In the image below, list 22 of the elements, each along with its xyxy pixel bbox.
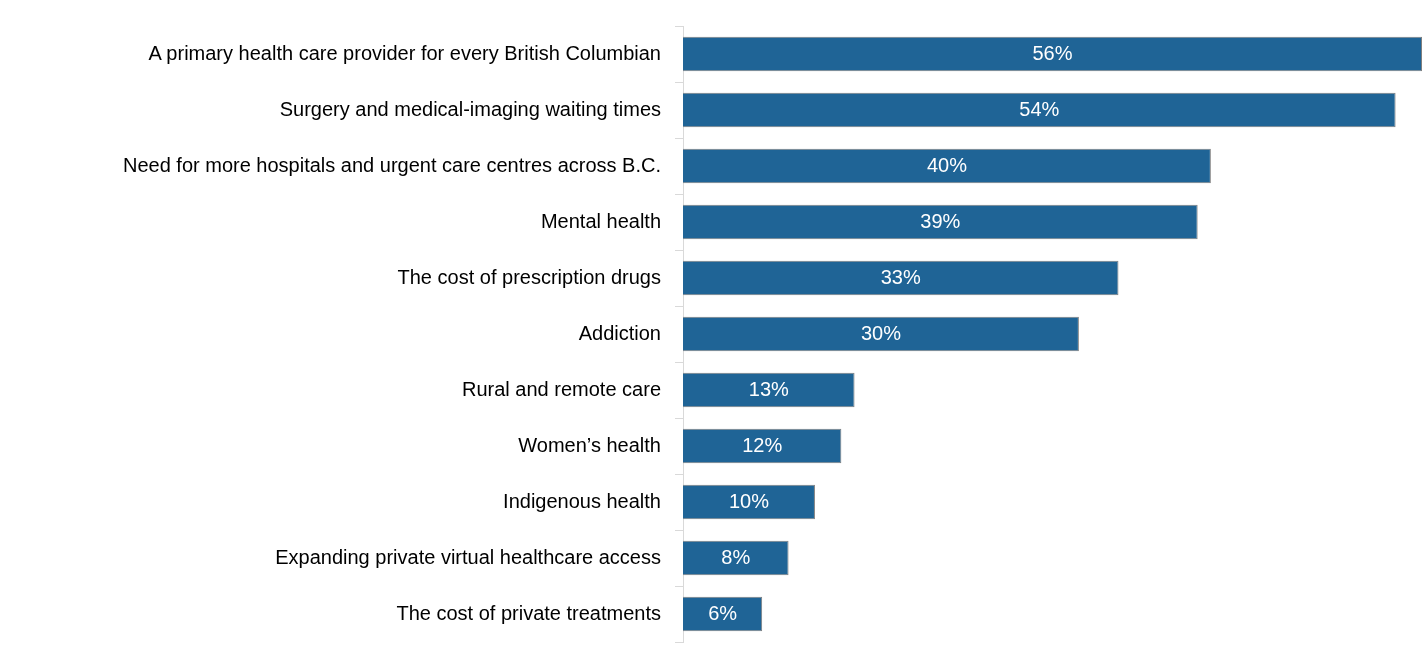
data-label: 54% <box>1019 97 1060 120</box>
y-tick-label: Indigenous health <box>503 489 661 512</box>
y-tick-label: The cost of prescription drugs <box>397 265 661 288</box>
y-tick-label: Surgery and medical-imaging waiting times <box>279 97 661 120</box>
y-tick-label: Mental health <box>540 209 661 232</box>
data-label: 8% <box>721 545 751 568</box>
data-label: 12% <box>742 433 783 456</box>
y-tick-label: Expanding private virtual healthcare access <box>275 545 661 568</box>
y-tick-label: Women’s health <box>518 433 661 456</box>
data-label: 56% <box>1032 41 1073 64</box>
data-label: 10% <box>728 489 770 512</box>
y-tick-label: Rural and remote care <box>462 377 661 400</box>
data-label: 40% <box>926 153 968 176</box>
y-tick-label: Need for more hospitals and urgent care centres across B.C. <box>122 153 661 176</box>
y-tick-label: Addiction <box>578 321 661 344</box>
data-label: 33% <box>880 265 921 288</box>
y-tick-label: A primary health care provider for every British Columbian <box>148 41 661 64</box>
y-tick-label: The cost of private treatments <box>396 601 661 624</box>
data-label: 6% <box>708 601 738 624</box>
data-label: 13% <box>748 377 790 400</box>
data-label: 39% <box>920 209 961 232</box>
data-label: 30% <box>860 321 902 344</box>
